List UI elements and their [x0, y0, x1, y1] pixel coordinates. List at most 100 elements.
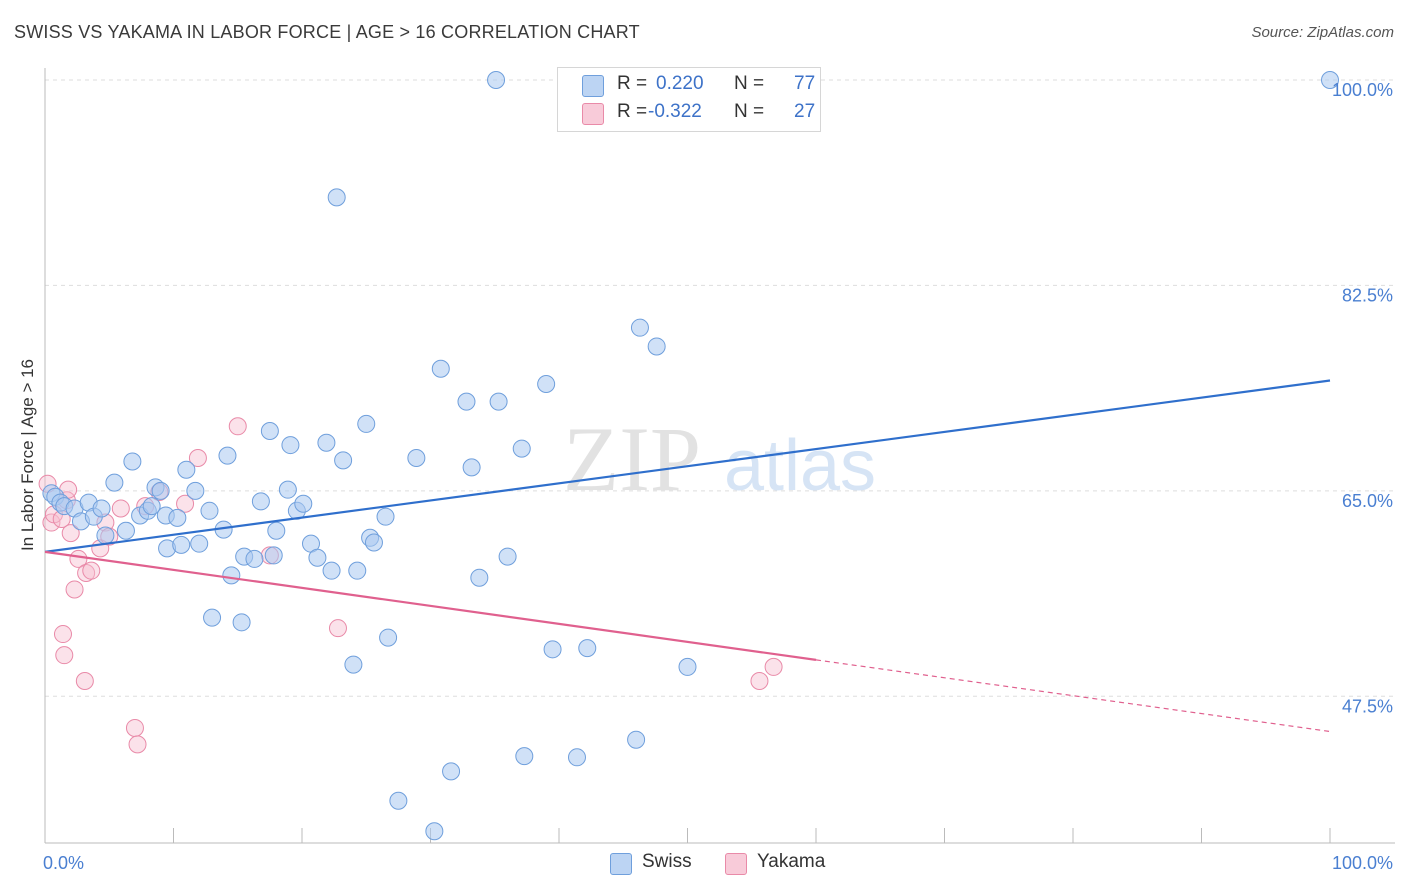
swiss-points — [42, 71, 1339, 841]
swiss-point — [123, 452, 142, 471]
swiss-point — [260, 421, 279, 440]
swiss-point — [431, 359, 450, 378]
swiss-point — [317, 433, 336, 452]
swiss-point — [489, 392, 508, 411]
swiss-point — [105, 473, 124, 492]
yakama-point — [764, 657, 783, 676]
yakama-r-label: R = — [617, 101, 648, 122]
swiss-point — [267, 521, 286, 540]
swiss-point — [425, 822, 444, 841]
swiss-point — [142, 497, 161, 516]
swiss-point — [218, 446, 237, 465]
swiss-point — [245, 549, 264, 568]
swiss-point — [151, 481, 170, 500]
swiss-point — [630, 318, 649, 337]
swiss-point — [222, 566, 241, 585]
axes — [44, 68, 1395, 844]
swiss-point — [567, 748, 586, 767]
bottom-yakama-label: Yakama — [757, 851, 826, 872]
y-tick-label-2: 82.5% — [1342, 285, 1393, 305]
swiss-point — [334, 451, 353, 470]
swiss-point — [364, 533, 383, 552]
gridlines — [45, 79, 1395, 697]
swiss-point — [190, 534, 209, 553]
swiss-point — [200, 501, 219, 520]
swiss-point — [1321, 71, 1339, 89]
correlation-legend: R = 0.220 N = 77 R = -0.322 N = 27 — [557, 67, 821, 132]
swiss-point — [322, 561, 341, 580]
swiss-point — [376, 507, 395, 526]
y-tick-label-3: 100.0% — [1332, 80, 1393, 100]
swiss-point — [389, 791, 408, 810]
swiss-point — [470, 568, 489, 587]
yakama-point — [228, 417, 247, 436]
swiss-point — [627, 730, 646, 749]
y-tick-label-1: 65.0% — [1342, 491, 1393, 511]
yakama-point — [750, 672, 769, 691]
swiss-point — [578, 639, 597, 658]
swiss-r-label: R = — [617, 73, 648, 94]
y-tick-label-0: 47.5% — [1342, 696, 1393, 716]
swiss-point — [327, 188, 346, 207]
swiss-point — [278, 480, 297, 499]
yakama-trend-line — [44, 550, 817, 661]
yakama-trend-extension — [815, 659, 1331, 733]
yakama-point — [55, 646, 74, 665]
chart-title: SWISS VS YAKAMA IN LABOR FORCE | AGE > 1… — [14, 22, 640, 42]
yakama-point — [69, 549, 88, 568]
swiss-n-label: N = — [734, 73, 765, 94]
yakama-r-value: -0.322 — [648, 101, 702, 122]
watermark: ZIP atlas — [563, 408, 876, 510]
yakama-n-value: 27 — [794, 101, 816, 122]
swiss-point — [203, 608, 222, 627]
yakama-point — [128, 735, 147, 754]
swiss-point — [177, 460, 196, 479]
bottom-swiss-swatch — [610, 853, 632, 875]
x-tick-label-1: 100.0% — [1332, 853, 1393, 873]
swiss-point — [515, 747, 534, 766]
swiss-point — [357, 414, 376, 433]
swiss-point — [281, 436, 300, 455]
bottom-yakama-swatch — [725, 853, 747, 875]
swiss-point — [487, 71, 506, 89]
swiss-point — [442, 762, 461, 781]
swiss-point — [512, 439, 531, 458]
swiss-n-value: 77 — [794, 73, 816, 94]
swiss-point — [407, 448, 426, 467]
swiss-point — [462, 458, 481, 477]
yakama-point — [125, 718, 144, 737]
swiss-point — [92, 499, 111, 518]
swiss-trend-line — [44, 379, 1331, 553]
yakama-swatch — [582, 103, 604, 125]
swiss-point — [264, 546, 283, 565]
swiss-point — [498, 547, 517, 566]
swiss-point — [678, 657, 697, 676]
chart-source: Source: ZipAtlas.com — [1251, 24, 1394, 41]
swiss-point — [232, 613, 251, 632]
swiss-point — [348, 561, 367, 580]
swiss-point — [116, 521, 135, 540]
swiss-point — [172, 535, 191, 554]
yakama-point — [111, 499, 130, 518]
yakama-point — [65, 580, 84, 599]
watermark-atlas: atlas — [724, 426, 876, 506]
yakama-point — [82, 561, 101, 580]
swiss-point — [294, 494, 313, 513]
swiss-point — [344, 655, 363, 674]
swiss-point — [251, 492, 270, 511]
yakama-n-label: N = — [734, 101, 765, 122]
swiss-point — [537, 375, 556, 394]
tick-labels: 47.5% 65.0% 82.5% 100.0% 0.0% 100.0% — [43, 80, 1393, 873]
swiss-point — [308, 548, 327, 567]
swiss-point — [543, 640, 562, 659]
swiss-point — [186, 481, 205, 500]
swiss-point — [96, 526, 115, 545]
swiss-point — [168, 508, 187, 527]
swiss-point — [379, 628, 398, 647]
yakama-point — [61, 524, 80, 543]
yakama-point — [328, 619, 347, 638]
swiss-point — [457, 392, 476, 411]
swiss-point — [647, 337, 666, 356]
bottom-swiss-label: Swiss — [642, 851, 692, 872]
